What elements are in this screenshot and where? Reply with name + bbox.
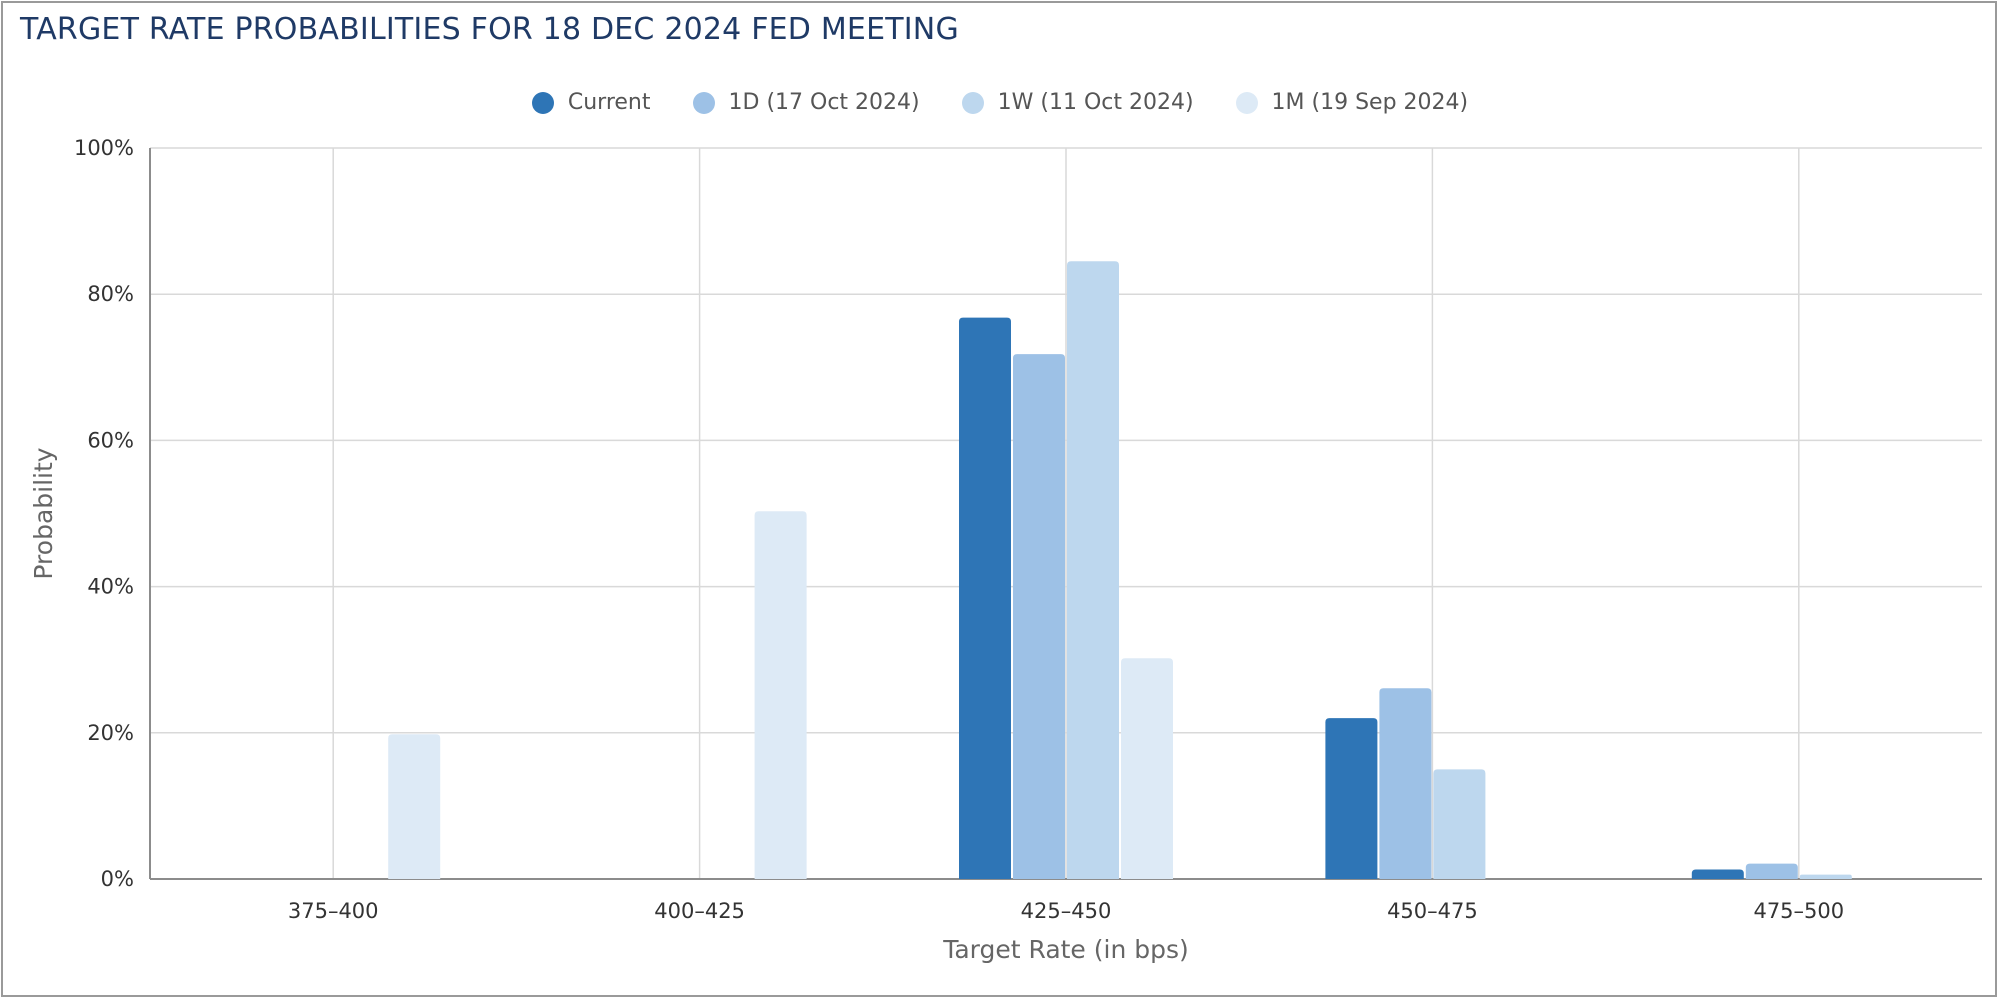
bar-current-475-500 xyxy=(1691,869,1744,879)
bar-1d-425-450 xyxy=(1013,354,1065,880)
legend-swatch-1d xyxy=(692,91,715,114)
y-axis-title: Probability xyxy=(29,447,58,579)
y-tick-label: 0% xyxy=(101,867,134,891)
legend-swatch-1m xyxy=(1235,91,1258,114)
legend-label-1w: 1W (11 Oct 2024) xyxy=(997,90,1194,115)
bar-current-425-450 xyxy=(959,317,1011,879)
x-axis-title: Target Rate (in bps) xyxy=(942,935,1189,964)
bar-1m-400-425 xyxy=(754,511,807,879)
bar-1w-450-475 xyxy=(1433,769,1486,879)
bar-1d-475-500 xyxy=(1745,863,1798,879)
y-tick-label: 100% xyxy=(74,136,134,160)
x-tick-label: 400–425 xyxy=(654,899,745,923)
legend-item-current[interactable]: Current xyxy=(531,90,651,115)
legend-swatch-1w xyxy=(961,91,984,114)
chart-legend: Current 1D (17 Oct 2024) 1W (11 Oct 2024… xyxy=(0,90,2000,115)
legend-item-1d[interactable]: 1D (17 Oct 2024) xyxy=(692,90,920,115)
chart-title: TARGET RATE PROBABILITIES FOR 18 DEC 202… xyxy=(20,12,959,47)
y-tick-label: 80% xyxy=(87,282,134,306)
y-tick-label: 20% xyxy=(87,721,134,745)
bar-1w-425-450 xyxy=(1067,261,1119,879)
y-tick-label: 40% xyxy=(87,575,134,599)
legend-label-1d: 1D (17 Oct 2024) xyxy=(728,90,920,115)
bar-1d-450-475 xyxy=(1379,688,1432,879)
x-tick-label: 375–400 xyxy=(288,899,379,923)
bar-current-450-475 xyxy=(1325,718,1378,879)
legend-label-1m: 1M (19 Sep 2024) xyxy=(1271,90,1469,115)
legend-label-current: Current xyxy=(567,90,651,115)
legend-item-1w[interactable]: 1W (11 Oct 2024) xyxy=(961,90,1194,115)
legend-item-1m[interactable]: 1M (19 Sep 2024) xyxy=(1235,90,1469,115)
x-tick-label: 450–475 xyxy=(1387,899,1478,923)
x-tick-label: 475–500 xyxy=(1753,899,1844,923)
bar-1m-375-400 xyxy=(388,734,441,879)
x-tick-label: 425–450 xyxy=(1021,899,1112,923)
bar-1w-475-500 xyxy=(1799,874,1852,879)
bar-1m-425-450 xyxy=(1121,658,1173,879)
legend-swatch-current xyxy=(531,91,554,114)
y-tick-label: 60% xyxy=(87,428,134,452)
